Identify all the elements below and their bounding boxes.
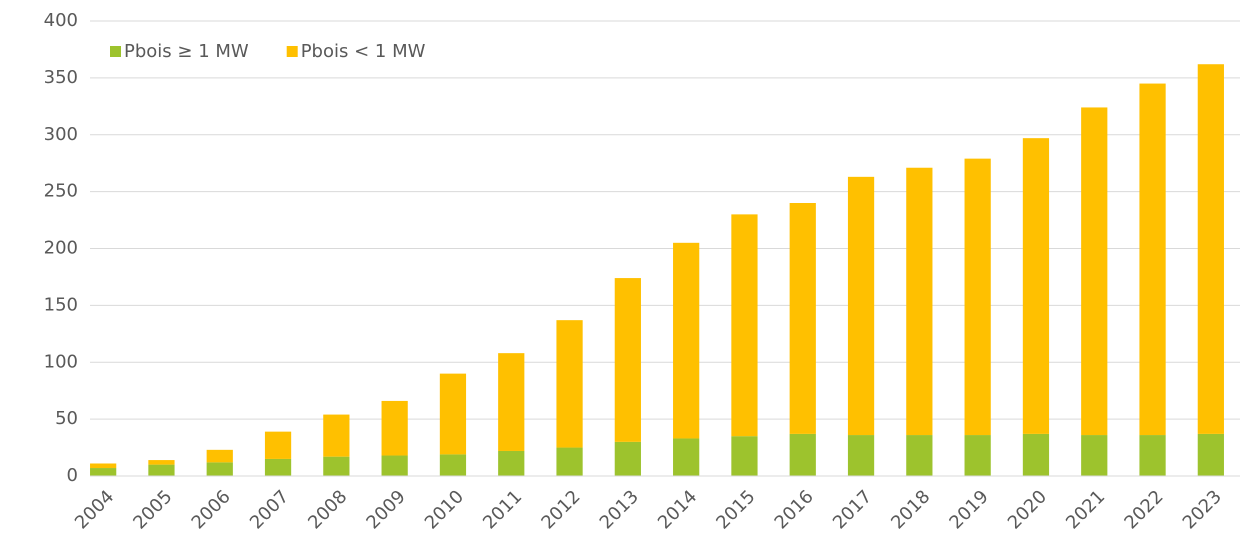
x-tick-label: 2012	[537, 486, 584, 533]
y-tick-label: 200	[44, 238, 78, 259]
x-tick-label: 2019	[945, 486, 992, 533]
bar-segment	[1139, 435, 1166, 476]
bar-segment	[439, 454, 467, 476]
y-tick-label: 400	[44, 10, 78, 31]
x-tick-label: 2018	[887, 486, 934, 533]
bar-segment	[1197, 433, 1224, 476]
bar-segment	[1022, 138, 1050, 434]
legend-label: Pbois < 1 MW	[301, 41, 426, 62]
bar-segment	[148, 464, 175, 476]
bar-segment	[90, 468, 117, 476]
y-tick-label: 100	[44, 351, 78, 372]
bar-segment	[381, 455, 408, 476]
x-tick-label: 2021	[1062, 486, 1109, 533]
x-tick-label: 2013	[596, 486, 643, 533]
bar-segment	[847, 176, 875, 436]
bar-segment	[789, 203, 816, 434]
bar-segment	[264, 431, 292, 459]
bar-segment	[323, 456, 350, 476]
y-tick-label: 150	[44, 294, 78, 315]
bar-segment	[789, 433, 816, 476]
bar-segment	[614, 278, 641, 442]
bar-segment	[847, 435, 875, 476]
bar-segment	[906, 167, 933, 436]
y-tick-label: 0	[67, 465, 78, 486]
bar-segment	[964, 158, 991, 436]
x-tick-label: 2010	[421, 486, 468, 533]
x-tick-label: 2011	[479, 486, 526, 533]
x-tick-label: 2007	[246, 486, 293, 533]
y-tick-label: 250	[44, 181, 78, 202]
bar-segment	[614, 441, 641, 476]
x-tick-label: 2016	[771, 486, 818, 533]
bar-segment	[673, 242, 700, 439]
x-tick-label: 2020	[1004, 486, 1051, 533]
x-tick-label: 2023	[1179, 486, 1226, 533]
bar-segment	[323, 414, 350, 457]
bar-segment	[1139, 83, 1166, 436]
y-tick-label: 350	[44, 67, 78, 88]
bar-segment	[731, 436, 758, 476]
bar-segment	[964, 435, 991, 476]
x-tick-label: 2004	[71, 486, 118, 533]
bar-segment	[381, 400, 408, 456]
bar-segment	[556, 447, 583, 476]
bar-segment	[439, 373, 467, 455]
bar-segment	[556, 320, 583, 448]
bar-segment	[148, 460, 175, 465]
bar-segment	[206, 449, 233, 463]
legend-label: Pbois ≥ 1 MW	[124, 41, 249, 62]
bar-segment	[1022, 433, 1050, 476]
legend-swatch	[286, 46, 298, 57]
bar-segment	[90, 463, 117, 469]
bar-segment	[264, 458, 292, 476]
bar-segment	[498, 353, 525, 451]
bar-segment	[731, 214, 758, 437]
x-tick-label: 2014	[654, 486, 701, 533]
x-tick-label: 2017	[829, 486, 876, 533]
x-tick-label: 2008	[304, 486, 351, 533]
bar-segment	[1081, 107, 1108, 436]
x-tick-label: 2009	[362, 486, 409, 533]
x-tick-label: 2022	[1120, 486, 1167, 533]
bar-segment	[206, 462, 233, 476]
x-tick-label: 2015	[712, 486, 759, 533]
bar-segment	[1197, 64, 1224, 434]
bar-segment	[906, 435, 933, 476]
bar-segment	[673, 438, 700, 476]
y-tick-label: 300	[44, 124, 78, 145]
x-tick-label: 2005	[129, 486, 176, 533]
bar-segment	[1081, 435, 1108, 476]
legend-swatch	[110, 46, 121, 57]
bar-segment	[498, 450, 525, 476]
y-tick-label: 50	[55, 408, 78, 429]
x-tick-label: 2006	[188, 486, 235, 533]
